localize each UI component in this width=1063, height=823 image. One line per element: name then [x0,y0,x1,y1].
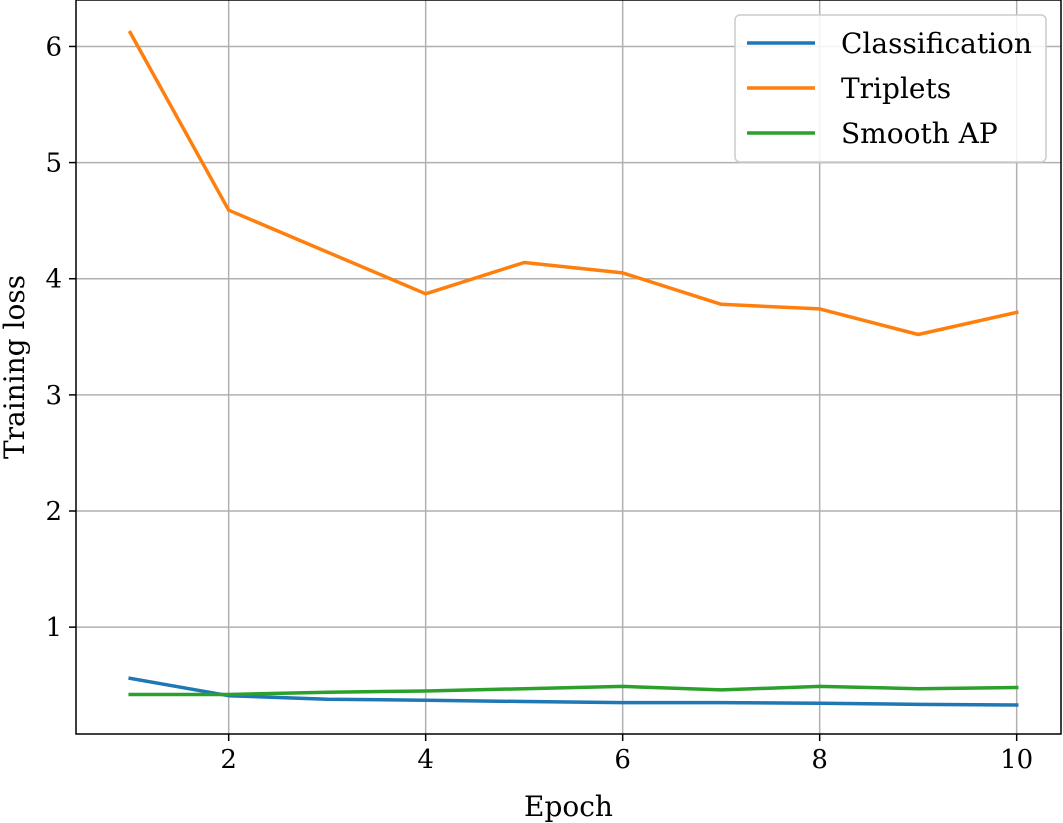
legend-label: Classification [841,27,1032,60]
series-line-smooth-ap [128,684,1019,697]
x-tick-label: 8 [811,745,828,775]
y-tick-label: 2 [45,497,62,527]
x-tick-label: 2 [220,745,237,775]
series-line-triplets [127,30,1019,337]
y-tick-label: 6 [45,32,62,62]
x-tick-label: 6 [614,745,631,775]
legend-label: Triplets [841,72,951,105]
y-tick-label: 4 [45,265,62,295]
x-tick-label: 10 [1000,745,1033,775]
series-line-classification [128,676,1019,707]
legend-box [734,14,1047,163]
y-axis-label: Training loss [0,275,31,459]
x-tick-label: 4 [417,745,434,775]
legend-label: Smooth AP [841,117,998,150]
legend: Classification Triplets Smooth AP [734,14,1047,163]
y-tick-label: 5 [45,149,62,179]
y-tick-label: 3 [45,381,62,411]
plot-frame [75,0,1062,735]
series-lines [127,30,1019,707]
y-tick-label: 1 [45,613,62,643]
x-axis-label: Epoch [524,790,613,823]
